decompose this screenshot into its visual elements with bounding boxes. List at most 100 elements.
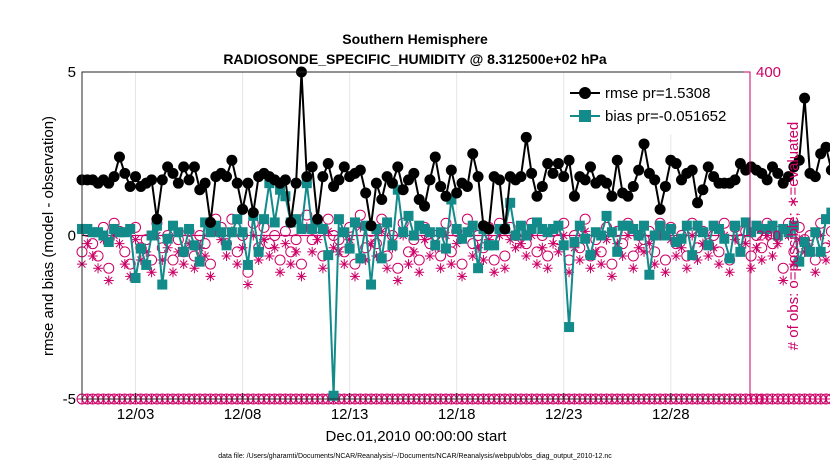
point-evaluated: [708, 242, 719, 253]
x-tick-label: 12/18: [438, 406, 476, 423]
point-possible: [627, 250, 639, 262]
point-rmse: [247, 207, 259, 219]
point-rmse: [820, 141, 830, 153]
point-rmse: [659, 180, 671, 192]
point-possible: [788, 246, 800, 258]
point-bias: [622, 220, 633, 231]
point-rmse: [515, 171, 527, 183]
point-evaluated: [617, 250, 628, 261]
point-possible: [204, 258, 216, 270]
point-evaluated: [751, 242, 762, 253]
point-evaluated: [296, 271, 307, 282]
x-axis: 12/03 12/08 12/13 12/18 12/23 12/28: [117, 393, 690, 423]
point-bias: [558, 240, 569, 251]
point-possible: [745, 250, 757, 262]
point-evaluated: [414, 267, 425, 278]
point-rmse: [579, 174, 591, 186]
point-evaluated: [392, 275, 403, 286]
point-bias: [713, 223, 724, 234]
point-rmse: [799, 92, 811, 104]
point-evaluated: [125, 271, 136, 282]
point-evaluated: [371, 250, 382, 261]
point-rmse: [429, 151, 441, 163]
point-rmse: [221, 171, 233, 183]
point-bias: [408, 230, 419, 241]
point-rmse: [772, 167, 784, 179]
point-evaluated: [521, 250, 532, 261]
point-bias: [804, 246, 815, 257]
point-rmse: [312, 213, 324, 225]
point-evaluated: [483, 234, 494, 245]
point-rmse: [825, 164, 830, 176]
point-evaluated: [349, 271, 360, 282]
point-evaluated: [457, 271, 468, 282]
point-bias: [189, 240, 200, 251]
point-rmse: [552, 158, 564, 170]
point-evaluated: [82, 238, 93, 249]
point-evaluated: [596, 259, 607, 270]
point-rmse: [370, 177, 382, 189]
point-rmse: [702, 161, 714, 173]
point-evaluated: [810, 267, 821, 278]
point-evaluated: [505, 234, 516, 245]
x-tick-label: 12/13: [331, 406, 369, 423]
point-evaluated: [291, 246, 302, 257]
point-rmse: [226, 154, 238, 166]
point-evaluated: [221, 250, 232, 261]
point-evaluated: [655, 230, 666, 241]
point-bias: [237, 227, 248, 238]
point-rmse: [606, 190, 618, 202]
legend-bias-label: bias pr=-0.051652: [605, 108, 726, 125]
point-possible: [119, 246, 131, 258]
point-rmse: [317, 171, 329, 183]
point-evaluated: [355, 222, 366, 233]
point-bias: [87, 227, 98, 238]
point-possible: [606, 258, 618, 270]
point-bias: [130, 273, 141, 284]
point-evaluated: [109, 230, 120, 241]
series-layer: [76, 66, 830, 405]
point-rmse: [424, 174, 436, 186]
point-evaluated: [676, 242, 687, 253]
point-bias: [205, 227, 216, 238]
point-evaluated: [510, 242, 521, 253]
point-evaluated: [639, 246, 650, 257]
point-bias: [269, 217, 280, 228]
point-evaluated: [778, 275, 789, 286]
point-evaluated: [232, 259, 243, 270]
point-evaluated: [446, 259, 457, 270]
point-evaluated: [772, 238, 783, 249]
point-rmse: [761, 174, 773, 186]
point-rmse: [809, 171, 821, 183]
point-bias: [344, 243, 355, 254]
point-rmse: [333, 174, 345, 186]
point-rmse: [649, 174, 661, 186]
point-evaluated: [135, 255, 146, 266]
point-evaluated: [703, 250, 714, 261]
point-evaluated: [687, 230, 698, 241]
point-bias: [157, 279, 168, 290]
point-bias: [446, 194, 457, 205]
point-bias: [564, 322, 575, 333]
point-possible: [777, 262, 789, 274]
point-rmse: [531, 190, 543, 202]
point-bias: [280, 191, 291, 202]
chart-subtitle: RADIOSONDE_SPECIFIC_HUMIDITY @ 8.312500e…: [223, 51, 607, 67]
point-bias: [719, 233, 730, 244]
point-bias: [125, 223, 136, 234]
point-possible: [456, 258, 468, 270]
point-evaluated: [167, 267, 178, 278]
point-bias: [783, 227, 794, 238]
point-bias: [612, 246, 623, 257]
point-bias: [639, 220, 650, 231]
point-bias: [628, 223, 639, 234]
point-possible: [194, 230, 206, 241]
point-evaluated: [821, 255, 830, 266]
y-tick-label: 5: [68, 64, 76, 81]
point-possible: [579, 213, 591, 225]
point-bias: [253, 246, 264, 257]
point-rmse: [793, 154, 805, 166]
point-evaluated: [526, 230, 537, 241]
point-evaluated: [285, 259, 296, 270]
point-bias: [515, 220, 526, 231]
